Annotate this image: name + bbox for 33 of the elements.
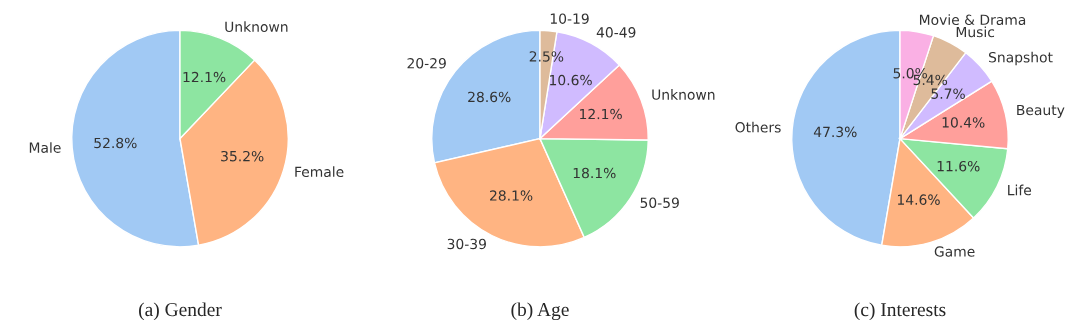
data-label: 28.1% xyxy=(490,190,533,201)
slice-label: Male xyxy=(29,142,61,153)
slice-label: Game xyxy=(934,246,975,257)
slice-label: Movie & Drama xyxy=(919,14,1026,26)
data-label: 52.8% xyxy=(94,137,137,149)
slice-label: Beauty xyxy=(1017,104,1065,118)
data-label: 2.5% xyxy=(529,51,564,62)
data-label: 12.1% xyxy=(580,108,622,120)
data-label: 10.6% xyxy=(550,74,592,86)
slice-label: 20-29 xyxy=(407,57,446,69)
text: (a) Gender xyxy=(139,302,222,321)
text: (c) Interests xyxy=(854,302,946,321)
slice-label: Life xyxy=(1008,184,1032,196)
slice-label: Female xyxy=(295,166,344,178)
data-label: 5.7% xyxy=(931,88,965,99)
slice-label: Unknown xyxy=(225,21,288,33)
data-label: 35.2% xyxy=(221,150,264,162)
slice-label: Others xyxy=(735,121,781,133)
slice-label: 30-39 xyxy=(447,238,486,250)
data-label: 47.3% xyxy=(813,126,857,138)
data-label: 12.1% xyxy=(183,71,226,83)
slice-label: 10-19 xyxy=(550,13,589,24)
data-label: 14.6% xyxy=(897,194,940,205)
data-label: 18.1% xyxy=(573,167,616,179)
slice-label: 40-49 xyxy=(596,27,636,38)
data-label: 28.6% xyxy=(468,91,511,103)
data-label: 11.6% xyxy=(937,160,980,172)
slice-label: Snapshot xyxy=(988,51,1053,66)
slice-label: Unknown xyxy=(652,89,715,100)
text: (b) Age xyxy=(511,302,569,321)
slice-label: Music xyxy=(956,26,995,38)
data-label: 10.4% xyxy=(942,117,985,128)
slice-label: 50-59 xyxy=(640,197,679,208)
